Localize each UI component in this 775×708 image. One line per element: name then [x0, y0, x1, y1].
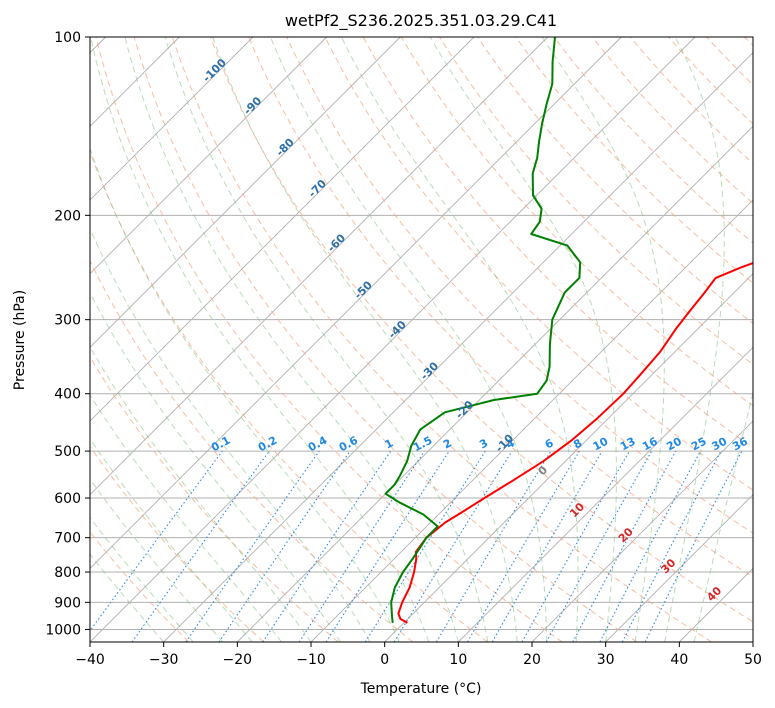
dry-adiabat — [477, 37, 753, 325]
moist-adiabat — [90, 553, 165, 642]
x-tick-label: 50 — [744, 652, 762, 668]
y-tick-label: 900 — [54, 595, 81, 611]
mixing-ratio-line — [491, 450, 603, 642]
dry-adiabat — [400, 37, 753, 407]
x-tick-label: 0 — [380, 652, 389, 668]
y-tick-label: 200 — [54, 208, 81, 224]
moist-adiabat — [90, 346, 312, 642]
x-tick-label: 40 — [670, 652, 688, 668]
dry-adiabat — [362, 37, 753, 449]
mixing-ratio-line — [545, 450, 653, 642]
isotherm-line — [163, 52, 753, 642]
isotherm-line — [458, 346, 753, 642]
y-axis-ticks: 1000 900 800 700 600 500 400 300 200 100 — [45, 30, 90, 638]
dry-adiabat — [591, 37, 753, 204]
y-axis-label: Pressure (hPa) — [12, 290, 28, 390]
dry-adiabat — [210, 37, 753, 623]
x-axis-ticks: −40 −30 −20 −10 0 10 20 30 40 50 — [75, 642, 762, 668]
y-tick-label: 1000 — [45, 622, 81, 638]
moist-adiabat — [90, 437, 253, 642]
isotherm-line — [90, 37, 548, 496]
plot-frame — [89, 36, 754, 643]
mixing-ratio-label: 16 — [640, 435, 660, 454]
moist-adiabat — [212, 37, 518, 642]
isotherm-line — [605, 494, 753, 642]
y-tick-label: 600 — [54, 491, 81, 507]
moist-adiabat — [90, 147, 400, 642]
dry-adiabat — [95, 37, 563, 642]
x-tick-label: 10 — [449, 652, 467, 668]
mixing-ratio-line — [325, 450, 450, 642]
mixing-ratio-line — [467, 450, 580, 642]
mixing-ratio-label: 30 — [710, 435, 730, 454]
isotherm-line — [384, 273, 753, 642]
isotherm-line — [237, 125, 753, 642]
mixing-ratio-line — [572, 450, 677, 642]
y-tick-label: 300 — [54, 313, 81, 329]
dry-adiabat — [90, 259, 414, 642]
moist-adiabat — [664, 37, 725, 642]
isotherm-line — [90, 37, 327, 275]
moist-adiabat — [124, 37, 459, 642]
x-tick-label: 30 — [597, 652, 615, 668]
dry-adiabat — [90, 445, 264, 642]
moist-adiabat — [90, 394, 282, 642]
isotherm-line — [90, 37, 622, 569]
moist-adiabat — [90, 37, 430, 642]
y-tick-label: 800 — [54, 565, 81, 581]
dry-adiabat — [171, 37, 712, 642]
isotherm-line — [90, 37, 475, 422]
dry-adiabat — [629, 37, 753, 165]
mixing-ratio-line — [364, 450, 486, 642]
dry-adiabat — [248, 37, 753, 578]
y-tick-label: 700 — [54, 531, 81, 547]
dry-adiabat — [515, 37, 753, 284]
moist-adiabat — [541, 37, 665, 642]
moist-adiabat — [90, 227, 371, 642]
x-tick-label: −10 — [296, 652, 326, 668]
mixing-ratio-line — [393, 450, 513, 642]
moist-adiabat — [270, 37, 548, 642]
mixing-ratio-label: 13 — [618, 435, 638, 454]
x-tick-label: −30 — [149, 652, 179, 668]
mixing-ratio-label: 25 — [689, 435, 709, 454]
moist-adiabat — [340, 37, 579, 642]
moist-adiabat — [90, 291, 341, 642]
x-tick-label: −20 — [223, 652, 253, 668]
isotherm-line — [90, 37, 696, 642]
x-tick-label: 20 — [523, 652, 541, 668]
isotherm-line — [90, 37, 401, 348]
mixing-ratio-line — [218, 450, 351, 642]
x-tick-label: −40 — [75, 652, 105, 668]
dry-adiabat — [324, 37, 753, 491]
dry-adiabat — [133, 37, 638, 642]
x-axis-label: Temperature (°C) — [360, 681, 482, 697]
moist-adiabat — [90, 516, 194, 642]
isotherm-line — [90, 37, 254, 201]
moist-adiabat — [693, 390, 753, 642]
chart-title: wetPf2_S236.2025.351.03.29.C41 — [285, 11, 557, 31]
temperature-profile-line — [397, 261, 753, 624]
dewpoint-profile-line — [384, 37, 582, 624]
mixing-ratio-line — [131, 450, 270, 642]
moist-adiabat — [429, 37, 617, 642]
y-tick-label: 500 — [54, 444, 81, 460]
mixing-ratio-label: 20 — [664, 435, 684, 454]
grid-layer — [90, 37, 753, 642]
y-tick-label: 100 — [54, 30, 81, 46]
series-layer — [384, 37, 753, 624]
moist-adiabat — [164, 37, 489, 642]
isotherm-line — [531, 420, 753, 642]
mixing-ratio-line — [435, 450, 552, 642]
y-tick-label: 400 — [54, 387, 81, 403]
mixing-ratio-line — [90, 450, 223, 632]
moist-adiabat — [90, 478, 223, 642]
mixing-ratio-line — [521, 450, 630, 642]
mixing-ratio-label: 36 — [730, 435, 750, 454]
mixing-ratio-label: 10 — [591, 435, 611, 454]
mixing-ratio-line — [185, 450, 320, 642]
